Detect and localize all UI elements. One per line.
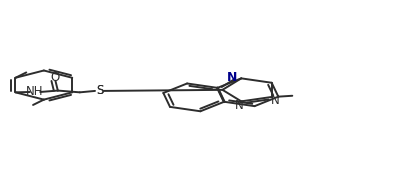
Text: N: N	[235, 99, 244, 112]
Text: S: S	[96, 84, 103, 97]
Text: S: S	[96, 84, 103, 97]
Text: NH: NH	[26, 86, 43, 98]
Text: N: N	[271, 94, 280, 107]
Text: O: O	[51, 71, 60, 84]
Text: N: N	[227, 71, 238, 84]
